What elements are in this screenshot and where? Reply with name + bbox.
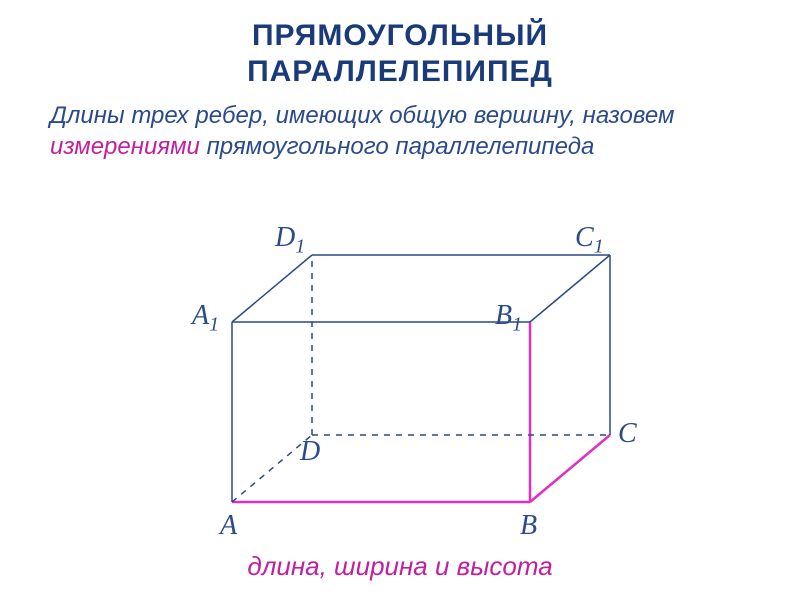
edge-B-C [530, 435, 610, 502]
vertex-label-A1-sub: 1 [209, 314, 219, 336]
vertex-label-C1-sub: 1 [594, 236, 604, 258]
vertex-label-D-letter: D [300, 436, 320, 467]
vertex-label-C1: C1 [575, 222, 604, 259]
vertex-label-C: C [618, 418, 637, 450]
vertex-label-A1: A1 [192, 300, 219, 337]
edge-B1-C1 [530, 255, 610, 322]
vertex-label-C-letter: C [618, 418, 637, 449]
vertex-label-D1-sub: 1 [295, 236, 305, 258]
vertex-label-B: B [520, 510, 537, 542]
vertex-label-D1-letter: D [275, 222, 295, 253]
vertex-label-D1: D1 [275, 222, 305, 259]
edge-D1-A1 [232, 255, 312, 322]
box-diagram: ABCDA1B1C1D1 [0, 0, 800, 600]
vertex-label-A: A [220, 510, 237, 542]
vertex-label-B1-letter: B [495, 300, 512, 331]
box-svg [0, 0, 800, 600]
vertex-label-B1-sub: 1 [512, 314, 522, 336]
vertex-label-A-letter: A [220, 510, 237, 541]
footer-label: длина, ширина и высота [247, 551, 552, 581]
vertex-label-C1-letter: C [575, 222, 594, 253]
vertex-label-D: D [300, 436, 320, 468]
vertex-label-B-letter: B [520, 510, 537, 541]
vertex-label-A1-letter: A [192, 300, 209, 331]
footer-text: длина, ширина и высота [0, 551, 800, 582]
vertex-label-B1: B1 [495, 300, 522, 337]
